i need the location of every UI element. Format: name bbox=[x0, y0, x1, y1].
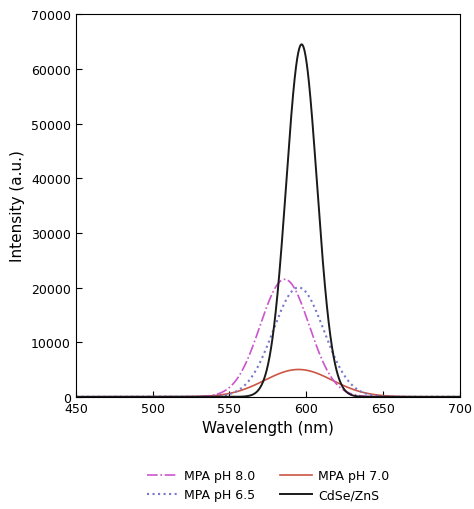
X-axis label: Wavelength (nm): Wavelength (nm) bbox=[202, 420, 334, 435]
Legend: MPA pH 8.0, MPA pH 6.5, MPA pH 7.0, CdSe/ZnS: MPA pH 8.0, MPA pH 6.5, MPA pH 7.0, CdSe… bbox=[142, 464, 394, 506]
Y-axis label: Intensity (a.u.): Intensity (a.u.) bbox=[10, 150, 26, 262]
